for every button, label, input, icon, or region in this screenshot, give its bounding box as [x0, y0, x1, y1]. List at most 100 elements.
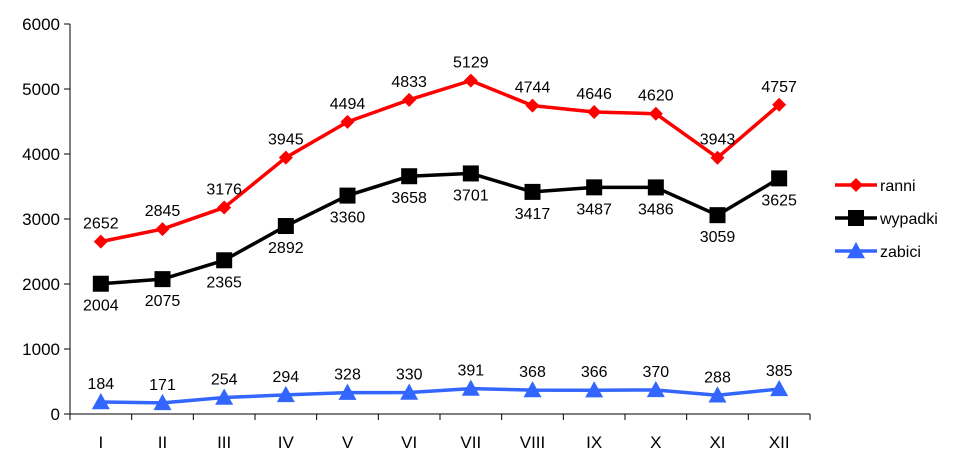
data-label-zabici: 288 [704, 369, 731, 386]
data-point-ranni [772, 97, 787, 112]
legend-label-wypadki: wypadki [879, 211, 938, 228]
data-label-wypadki: 2004 [83, 298, 119, 315]
data-label-ranni: 4646 [576, 86, 612, 103]
chart-legend: ranni wypadki zabici [835, 178, 938, 261]
data-label-zabici: 368 [519, 364, 546, 381]
data-point-ranni [402, 92, 417, 107]
data-label-zabici: 330 [396, 367, 423, 384]
legend-marker-ranni [849, 178, 863, 192]
data-point-zabici [215, 388, 234, 405]
data-label-wypadki: 2365 [206, 274, 242, 291]
data-point-ranni [155, 222, 170, 237]
data-point-zabici [400, 383, 419, 400]
data-point-wypadki [154, 271, 171, 288]
data-point-zabici [338, 383, 357, 400]
x-tick-label: XI [709, 433, 725, 452]
data-point-ranni [340, 114, 355, 129]
data-label-ranni: 4757 [761, 79, 797, 96]
y-tick-label: 1000 [22, 340, 60, 359]
data-label-zabici: 184 [87, 376, 114, 393]
data-label-ranni: 4620 [638, 88, 674, 105]
data-label-ranni: 3943 [700, 132, 736, 149]
x-tick-label: IX [586, 433, 602, 452]
data-label-ranni: 4833 [391, 74, 427, 91]
y-tick-label: 0 [51, 405, 60, 424]
series-line-ranni [100, 78, 781, 244]
data-point-zabici [153, 393, 172, 411]
data-label-zabici: 370 [642, 364, 669, 381]
data-point-ranni [217, 200, 232, 215]
x-tick-label: XII [769, 433, 790, 452]
x-tick-label: X [650, 433, 661, 452]
data-label-ranni: 2652 [83, 216, 119, 233]
series-line-zabici [100, 386, 780, 405]
data-label-zabici: 385 [766, 363, 793, 380]
data-point-wypadki [709, 207, 726, 224]
data-point-wypadki [401, 168, 418, 185]
data-label-ranni: 2845 [145, 203, 181, 220]
data-label-wypadki: 2075 [145, 293, 181, 310]
y-tick-label: 4000 [22, 145, 60, 164]
data-point-zabici [646, 380, 665, 398]
data-point-zabici [585, 381, 604, 398]
legend-label-zabici: zabici [880, 244, 921, 261]
data-point-ranni [710, 150, 725, 165]
data-point-wypadki [462, 165, 479, 182]
data-point-wypadki [277, 218, 294, 235]
x-tick-label: V [342, 433, 354, 452]
data-label-wypadki: 3658 [391, 190, 427, 207]
x-tick-label: II [158, 433, 167, 452]
data-label-ranni: 3176 [206, 182, 242, 199]
data-label-ranni: 3945 [268, 132, 304, 149]
data-point-ranni [648, 106, 663, 121]
data-point-zabici [770, 379, 789, 397]
data-label-zabici: 391 [457, 363, 484, 380]
x-tick-label: IV [278, 433, 295, 452]
data-point-zabici [708, 386, 727, 403]
y-tick-label: 5000 [22, 80, 60, 99]
y-tick-label: 6000 [22, 15, 60, 34]
data-label-wypadki: 3360 [330, 210, 366, 227]
data-point-ranni [525, 98, 540, 113]
data-label-ranni: 5129 [453, 55, 489, 72]
data-label-zabici: 328 [334, 367, 361, 384]
data-label-ranni: 4744 [515, 80, 551, 97]
data-labels-layer: 2652 2845 3176 3945 4494 4833 5129 4744 4646 4620… [83, 55, 797, 394]
series-layer [91, 73, 789, 411]
legend-marker-wypadki [848, 210, 864, 226]
legend-marker-zabici [847, 242, 865, 259]
data-point-ranni [587, 105, 602, 120]
y-tick-label: 3000 [22, 210, 60, 229]
data-label-wypadki: 3487 [576, 201, 612, 218]
y-tick-label: 2000 [22, 275, 60, 294]
data-label-zabici: 366 [581, 364, 608, 381]
data-point-ranni [278, 150, 293, 165]
data-point-wypadki [216, 252, 233, 269]
x-tick-label: VI [401, 433, 417, 452]
data-point-wypadki [771, 170, 788, 187]
data-label-ranni: 4494 [330, 96, 366, 113]
x-tick-label: III [217, 433, 231, 452]
data-point-ranni [463, 73, 478, 88]
data-label-zabici: 294 [272, 369, 299, 386]
data-point-wypadki [92, 275, 109, 292]
data-label-zabici: 171 [149, 377, 176, 394]
data-label-wypadki: 3625 [761, 192, 797, 209]
data-label-wypadki: 2892 [268, 240, 304, 257]
data-point-wypadki [339, 187, 356, 204]
data-point-zabici [91, 393, 110, 410]
data-label-zabici: 254 [211, 371, 238, 388]
data-point-zabici [276, 385, 295, 403]
data-point-wypadki [647, 179, 664, 196]
series-line-wypadki [100, 171, 781, 286]
data-point-wypadki [524, 183, 541, 200]
data-point-ranni [93, 234, 108, 249]
x-tick-label: I [98, 433, 103, 452]
data-point-wypadki [586, 179, 603, 196]
data-label-wypadki: 3701 [453, 187, 489, 204]
x-tick-label: VII [460, 433, 481, 452]
data-label-wypadki: 3059 [700, 229, 736, 246]
data-point-zabici [461, 379, 480, 396]
